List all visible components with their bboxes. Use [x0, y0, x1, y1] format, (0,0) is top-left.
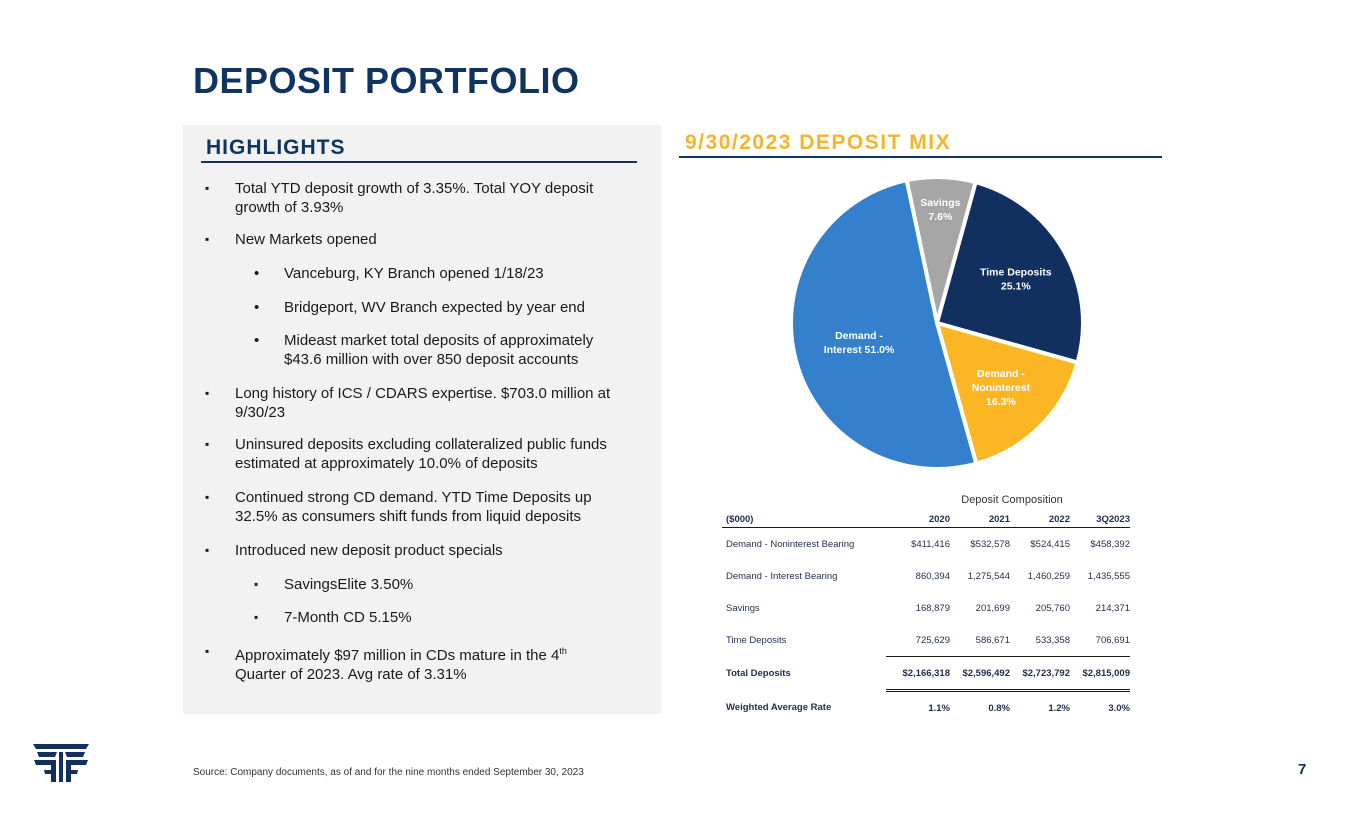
highlight-sub-bullet: • Vanceburg, KY Branch opened 1/18/23: [254, 264, 624, 283]
pie-label: Savings 7.6%: [920, 197, 960, 223]
bullet-text: New Markets opened: [235, 231, 377, 248]
bullet-marker: •: [254, 299, 260, 316]
bullet-text: Approximately $97 million in CDs mature …: [235, 647, 560, 664]
highlight-sub-bullet: ▪ SavingsElite 3.50%: [254, 575, 614, 594]
bullet-text: Quarter of 2023. Avg rate of 3.31%: [235, 666, 467, 683]
bullet-marker: ▪: [205, 490, 210, 504]
deposit-composition-table: ($000) 2020 2021 2022 3Q2023 Demand - No…: [722, 508, 1130, 724]
header-cell: ($000): [722, 508, 886, 528]
table-rate-row: Weighted Average Rate 1.1% 0.8% 1.2% 3.0…: [722, 691, 1130, 725]
source-note: Source: Company documents, as of and for…: [193, 767, 584, 778]
highlights-divider: [201, 161, 637, 163]
bullet-text: Mideast market total deposits of approxi…: [284, 332, 594, 368]
bullet-text: 7-Month CD 5.15%: [284, 609, 412, 626]
table-cell: 860,394: [915, 570, 950, 582]
highlight-bullet: ▪ Uninsured deposits excluding collatera…: [205, 435, 615, 473]
row-label: Savings: [726, 602, 760, 614]
pie-label: Demand -Interest 51.0%: [824, 330, 895, 356]
bullet-marker: ▪: [205, 232, 210, 246]
table-cell: 3.0%: [1108, 702, 1130, 714]
table-cell: 1,460,259: [1027, 570, 1070, 582]
table-cell: $411,416: [911, 538, 950, 550]
table-caption: Deposit Composition: [961, 494, 1063, 506]
highlight-bullet: ▪ Approximately $97 million in CDs matur…: [205, 642, 615, 684]
company-logo-icon: [33, 744, 89, 782]
table-row: Time Deposits 725,629 586,671 533,358 70…: [722, 624, 1130, 657]
table-cell: $2,815,009: [1070, 656, 1130, 692]
bullet-marker: ▪: [205, 644, 210, 658]
row-label: Demand - Noninterest Bearing: [726, 538, 855, 550]
bullet-marker: ▪: [205, 543, 210, 557]
bullet-text: Bridgeport, WV Branch expected by year e…: [284, 299, 585, 316]
table-cell: 1,275,544: [967, 570, 1010, 582]
table-row: Demand - Noninterest Bearing $411,416 $5…: [722, 528, 1130, 561]
highlight-bullet: ▪ New Markets opened: [205, 230, 615, 249]
page-number: 7: [1298, 761, 1307, 778]
table-cell: 201,699: [975, 602, 1010, 614]
highlight-sub-bullet: • Mideast market total deposits of appro…: [254, 331, 614, 369]
highlight-bullet: ▪ Total YTD deposit growth of 3.35%. Tot…: [205, 179, 615, 217]
pie-label: Time Deposits 25.1%: [980, 266, 1052, 292]
bullet-marker: ▪: [205, 386, 210, 400]
bullet-marker: ▪: [205, 437, 210, 451]
highlight-bullet: ▪ Long history of ICS / CDARS expertise.…: [205, 384, 615, 422]
highlight-bullet: ▪ Introduced new deposit product special…: [205, 541, 615, 560]
table-row: Savings 168,879 201,699 205,760 214,371: [722, 592, 1130, 624]
pie-slice-demand-noninterest: [934, 320, 1081, 467]
table-cell: $2,166,318: [886, 656, 950, 692]
bullet-marker: ▪: [254, 577, 259, 591]
header-cell: 3Q2023: [1070, 508, 1130, 528]
bullet-marker: •: [254, 265, 260, 282]
row-label: Total Deposits: [726, 668, 791, 679]
table-cell: 706,691: [1070, 624, 1130, 657]
table-cell: $532,578: [970, 538, 1010, 550]
table-cell: 168,879: [915, 602, 950, 614]
table-cell: $458,392: [1090, 538, 1130, 550]
table-cell: $524,415: [1030, 538, 1070, 550]
bullet-superscript: th: [559, 646, 567, 656]
table-cell: 725,629: [886, 624, 950, 657]
highlight-bullet: ▪ Continued strong CD demand. YTD Time D…: [205, 488, 605, 526]
table-cell: 533,358: [1010, 624, 1070, 657]
bullet-marker: ▪: [254, 610, 259, 624]
header-cell: 2021: [950, 508, 1010, 528]
bullet-marker: ▪: [205, 181, 210, 195]
bullet-text: Long history of ICS / CDARS expertise. $…: [235, 385, 611, 421]
bullet-text: Uninsured deposits excluding collaterali…: [235, 436, 607, 472]
table-cell: 205,760: [1035, 602, 1070, 614]
row-label: Time Deposits: [726, 634, 787, 646]
highlight-sub-bullet: ▪ 7-Month CD 5.15%: [254, 608, 614, 627]
deposit-mix-heading: 9/30/2023 DEPOSIT MIX: [685, 131, 952, 154]
deposit-mix-divider: [679, 156, 1162, 158]
row-label: Weighted Average Rate: [726, 701, 832, 713]
bullet-text: Continued strong CD demand. YTD Time Dep…: [235, 489, 592, 525]
row-label: Demand - Interest Bearing: [726, 570, 838, 582]
highlight-sub-bullet: • Bridgeport, WV Branch expected by year…: [254, 298, 624, 317]
pie-label: Demand -Noninterest 16.3%: [972, 368, 1031, 408]
bullet-text: Total YTD deposit growth of 3.35%. Total…: [235, 180, 594, 216]
table-cell: 1,435,555: [1087, 570, 1130, 582]
header-cell: 2022: [1010, 508, 1070, 528]
bullet-marker: •: [254, 332, 260, 349]
table-cell: 0.8%: [988, 702, 1010, 714]
table-cell: 1.1%: [928, 702, 950, 714]
table-cell: $2,596,492: [950, 656, 1010, 692]
table-header-row: ($000) 2020 2021 2022 3Q2023: [722, 508, 1130, 528]
header-cell: 2020: [886, 508, 950, 528]
page-title: DEPOSIT PORTFOLIO: [193, 60, 580, 101]
highlights-heading: HIGHLIGHTS: [206, 136, 346, 159]
table-cell: 214,371: [1095, 602, 1130, 614]
table-cell: 586,671: [950, 624, 1010, 657]
table-cell: 1.2%: [1048, 702, 1070, 714]
pie-slice-time-deposits: [934, 179, 1085, 366]
bullet-text: Vanceburg, KY Branch opened 1/18/23: [284, 265, 544, 282]
table-total-row: Total Deposits $2,166,318 $2,596,492 $2,…: [722, 656, 1130, 692]
highlights-panel: [183, 125, 661, 714]
pie-slice-demand-interest: [789, 177, 979, 471]
bullet-text: SavingsElite 3.50%: [284, 576, 414, 593]
bullet-text: Introduced new deposit product specials: [235, 542, 503, 559]
table-row: Demand - Interest Bearing 860,394 1,275,…: [722, 560, 1130, 592]
deposit-mix-pie-chart: Savings 7.6% Time Deposits 25.1% Demand -Non…: [789, 175, 1085, 471]
table-cell: $2,723,792: [1010, 656, 1070, 692]
